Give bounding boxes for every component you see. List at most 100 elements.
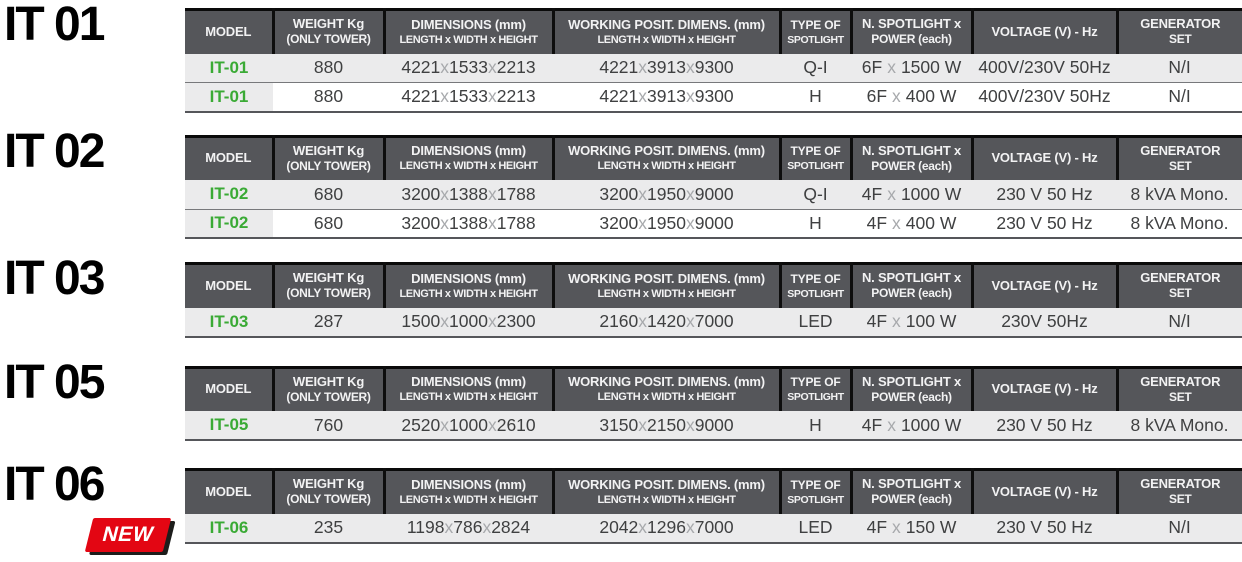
voltage-cell: 400V/230V 50Hz xyxy=(972,82,1117,112)
table-header: MODEL WEIGHT Kg (ONLY TOWER) DIMENSIONS (mm… xyxy=(185,469,1242,514)
spotlight-power: 1500 W xyxy=(900,57,962,78)
column-header-line1: TYPE OF xyxy=(790,17,841,32)
column-header-line1: N. SPOTLIGHT x xyxy=(861,373,962,389)
dimension-separator: x xyxy=(487,86,497,107)
column-header: N. SPOTLIGHT x POWER (each) xyxy=(849,136,972,180)
dimension-value: 1420 xyxy=(647,311,686,331)
column-header: VOLTAGE (V) - Hz xyxy=(970,9,1117,54)
generator-cell: 8 kVA Mono. xyxy=(1117,208,1242,238)
column-header: TYPE OF SPOTLIGHT xyxy=(778,9,851,54)
model-name-cell: IT-06 xyxy=(209,517,249,537)
model-series-title: IT 06 xyxy=(4,458,105,511)
spotlight-separator: x xyxy=(892,212,901,233)
column-header-line1: WORKING POSIT. DIMENS. (mm) xyxy=(568,143,765,159)
column-header: MODEL xyxy=(185,263,273,308)
weight-cell: 287 xyxy=(313,311,344,331)
dimension-value: 2610 xyxy=(496,414,536,435)
column-header-line1: TYPE OF xyxy=(790,144,841,159)
column-header: MODEL xyxy=(185,9,273,54)
dimension-value: 3200 xyxy=(599,183,639,204)
spotlight-count: 4F xyxy=(861,414,883,435)
dimension-separator: x xyxy=(685,311,695,331)
title-column: IT 05 xyxy=(0,358,185,406)
column-header-line2: LENGTH x WIDTH x HEIGHT xyxy=(399,160,538,173)
table-header: MODEL WEIGHT Kg (ONLY TOWER) DIMENSIONS (mm… xyxy=(185,263,1242,308)
dimension-value: 9300 xyxy=(694,86,734,107)
dimensions-cell: 3200x1388x1788 xyxy=(384,180,553,209)
dimension-value: 4221 xyxy=(599,86,639,107)
dimension-value: 1788 xyxy=(496,212,536,233)
weight-cell: 880 xyxy=(273,82,384,112)
dimensions-cell: 1198x786x2824 xyxy=(384,514,553,543)
spotlight-separator: x xyxy=(892,517,901,537)
model-section-it05: IT 05 MODEL WEIGHT Kg (ONLY TOWER) DIMENSIO… xyxy=(0,358,1242,441)
column-header-line1: MODEL xyxy=(205,277,252,293)
dimension-value: 2300 xyxy=(496,311,536,331)
dimension-value: 1388 xyxy=(449,212,488,233)
column-header: TYPE OF SPOTLIGHT xyxy=(778,263,851,308)
dimension-value: 786 xyxy=(453,517,483,537)
working-dimensions-cell: 2160x1420x7000 xyxy=(553,308,780,337)
column-header: TYPE OF SPOTLIGHT xyxy=(778,136,851,180)
title-column: IT 01 xyxy=(0,0,185,48)
dimension-value: 7000 xyxy=(694,311,734,331)
model-name-cell: IT-02 xyxy=(185,208,273,238)
column-header-line2: LENGTH x WIDTH x HEIGHT xyxy=(597,493,736,506)
column-header-line2: SPOTLIGHT xyxy=(787,33,844,46)
title-column: IT 02 xyxy=(0,127,185,175)
header-row: MODEL WEIGHT Kg (ONLY TOWER) DIMENSIONS (mm… xyxy=(185,263,1242,308)
spec-table-it01: MODEL WEIGHT Kg (ONLY TOWER) DIMENSIONS (mm… xyxy=(185,8,1242,113)
column-header-line1: GENERATOR xyxy=(1140,16,1221,32)
column-header: WEIGHT Kg (ONLY TOWER) xyxy=(271,263,384,308)
column-header-line1: WEIGHT Kg xyxy=(292,142,365,158)
dimension-value: 1500 xyxy=(401,311,441,331)
column-header-line1: WORKING POSIT. DIMENS. (mm) xyxy=(568,16,765,32)
model-section-it06: IT 06 NEW MODEL WEIGHT Kg (ONLY TOWER) DIME… xyxy=(0,460,1242,553)
column-header-line1: MODEL xyxy=(205,483,252,499)
spotlight-type-cell: H xyxy=(809,414,822,435)
column-header-line1: WEIGHT Kg xyxy=(292,476,365,492)
dimension-value: 3913 xyxy=(647,86,686,107)
column-header: WORKING POSIT. DIMENS. (mm) LENGTH x WIDT… xyxy=(551,136,780,180)
column-header: WEIGHT Kg (ONLY TOWER) xyxy=(271,136,384,180)
spec-row: IT-02 680 3200x1388x1788 3200x1950x9000 H 4F x… xyxy=(185,208,1242,238)
column-header: VOLTAGE (V) - Hz xyxy=(970,469,1117,514)
dimension-value: 9000 xyxy=(694,183,734,204)
new-badge: NEW xyxy=(84,518,172,553)
spotlight-type-cell: LED xyxy=(798,517,833,537)
spotlight-separator: x xyxy=(892,86,901,107)
model-name-cell: IT-03 xyxy=(209,311,249,331)
weight-cell: 235 xyxy=(313,517,344,537)
dimension-separator: x xyxy=(685,183,695,204)
column-header: N. SPOTLIGHT x POWER (each) xyxy=(849,469,972,514)
dimension-value: 2213 xyxy=(496,86,536,107)
dimension-separator: x xyxy=(685,86,695,107)
table-body: IT-01 880 4221x1533x2213 4221x3913x9300 Q-I 6… xyxy=(185,53,1242,112)
dimension-value: 4221 xyxy=(401,86,441,107)
header-row: MODEL WEIGHT Kg (ONLY TOWER) DIMENSIONS (mm… xyxy=(185,367,1242,411)
spotlight-count: 6F xyxy=(866,86,888,107)
column-header: MODEL xyxy=(185,469,273,514)
spotlight-separator: x xyxy=(887,183,896,204)
spotlight-count: 4F xyxy=(866,311,888,331)
model-series-title: IT 03 xyxy=(4,252,105,305)
dimension-separator: x xyxy=(685,414,695,435)
dimension-value: 3200 xyxy=(401,212,441,233)
dimension-separator: x xyxy=(444,517,454,537)
column-header-line1: TYPE OF xyxy=(790,375,841,390)
working-dimensions-cell: 3150x2150x9000 xyxy=(553,411,780,440)
column-header: WEIGHT Kg (ONLY TOWER) xyxy=(271,367,384,411)
dimension-value: 2042 xyxy=(599,517,639,537)
spotlight-power: 1000 W xyxy=(900,183,962,204)
spotlight-count: 6F xyxy=(861,57,883,78)
column-header: MODEL xyxy=(185,136,273,180)
model-section-it01: IT 01 MODEL WEIGHT Kg (ONLY TOWER) DIMENSIO… xyxy=(0,0,1242,113)
column-header-line2: POWER (each) xyxy=(871,389,952,404)
column-header-line1: N. SPOTLIGHT x xyxy=(861,476,962,492)
column-header-line1: WEIGHT Kg xyxy=(292,16,365,32)
spec-row: IT-06 235 1198x786x2824 2042x1296x7000 LED 4F… xyxy=(185,513,1242,543)
dimension-value: 1000 xyxy=(449,414,488,435)
column-header: TYPE OF SPOTLIGHT xyxy=(778,367,851,411)
column-header: DIMENSIONS (mm) LENGTH x WIDTH x HEIGHT xyxy=(382,367,553,411)
dimension-separator: x xyxy=(638,414,648,435)
